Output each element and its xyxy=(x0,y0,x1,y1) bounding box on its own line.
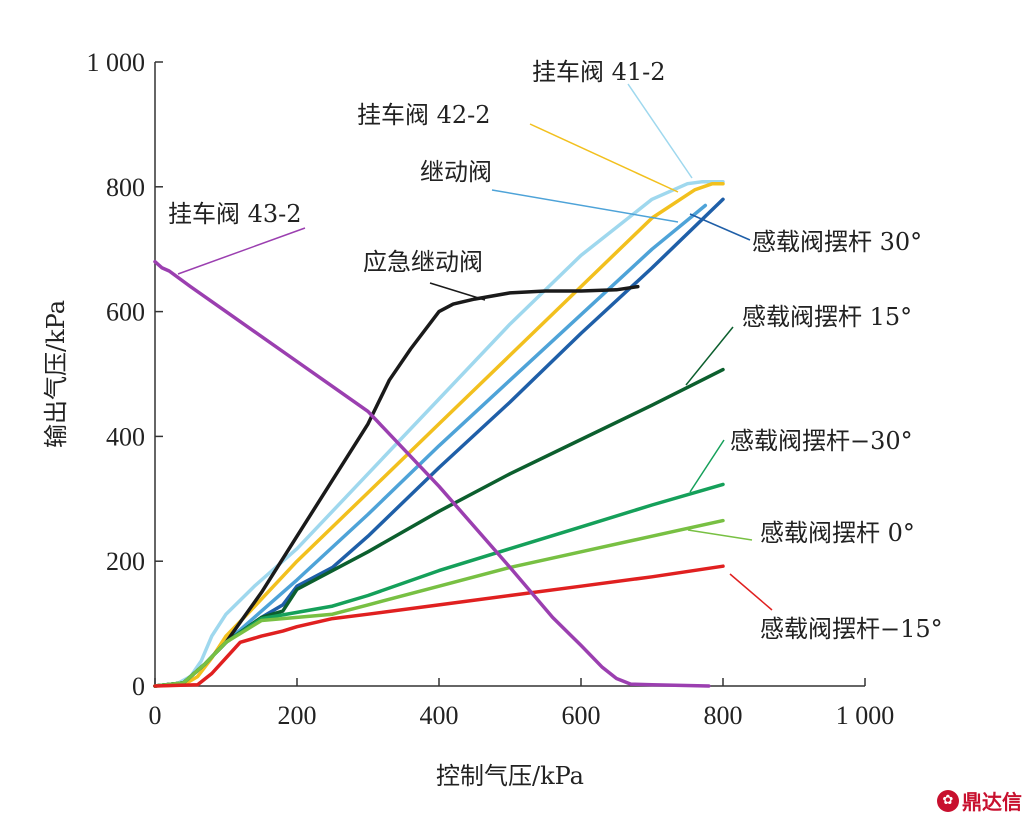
series-line-9 xyxy=(153,259,711,688)
series-label: 感载阀摆杆 15° xyxy=(742,303,912,331)
annotation-leader-line xyxy=(529,123,679,193)
x-tick-label: 600 xyxy=(562,701,601,730)
x-tick-label: 1 000 xyxy=(836,701,895,730)
watermark-text: 鼎达信 xyxy=(962,790,1022,814)
annotation-leader-line xyxy=(687,529,753,541)
x-tick-label: 200 xyxy=(278,701,317,730)
y-tick-label: 1 000 xyxy=(87,48,146,77)
x-tick-label: 800 xyxy=(704,701,743,730)
annotation-leader-line xyxy=(429,282,486,301)
annotation-leader-line xyxy=(177,227,306,275)
x-tick-label: 0 xyxy=(149,701,162,730)
x-axis-label: 控制气压/kPa xyxy=(436,762,584,790)
y-tick-label: 200 xyxy=(106,547,145,576)
annotation-leader-line xyxy=(685,326,734,386)
y-axis-label: 输出气压/kPa xyxy=(42,300,70,448)
y-tick-label: 800 xyxy=(106,173,145,202)
series-label: 感载阀摆杆 0° xyxy=(760,519,915,547)
annotation-leader-line xyxy=(627,83,693,179)
x-tick-label: 400 xyxy=(420,701,459,730)
series-label: 应急继动阀 xyxy=(363,248,483,276)
series-line-5 xyxy=(153,367,725,688)
chart-axes: 0 200 400 600 800 1 000 0 200 400 600 800 1 000 控制气压… xyxy=(42,48,894,790)
series-label: 继动阀 xyxy=(420,158,492,186)
series-label: 感载阀摆杆−15° xyxy=(760,615,943,643)
annotation-leader-line xyxy=(729,573,773,611)
annotation-leader-line xyxy=(689,439,725,493)
watermark-logo: ✿ 鼎达信 xyxy=(937,786,1022,815)
annotation-leader-line xyxy=(689,213,751,241)
series-line-0 xyxy=(153,180,725,688)
y-tick-label: 400 xyxy=(106,422,145,451)
series-line-7 xyxy=(153,518,725,688)
series-label: 挂车阀 42-2 xyxy=(357,101,491,129)
series-label: 感载阀摆杆−30° xyxy=(730,427,913,455)
y-tick-label: 0 xyxy=(132,672,145,701)
series-label: 挂车阀 43-2 xyxy=(168,200,302,228)
logo-icon: ✿ xyxy=(937,789,959,812)
series-label: 感载阀摆杆 30° xyxy=(752,228,922,256)
series-label: 挂车阀 41-2 xyxy=(532,58,666,86)
chart-series xyxy=(153,180,725,688)
series-line-1 xyxy=(153,181,725,688)
series-line-8 xyxy=(153,564,725,688)
series-line-2 xyxy=(153,203,708,688)
y-tick-label: 600 xyxy=(106,298,145,327)
annotation-leader-line xyxy=(491,189,679,223)
